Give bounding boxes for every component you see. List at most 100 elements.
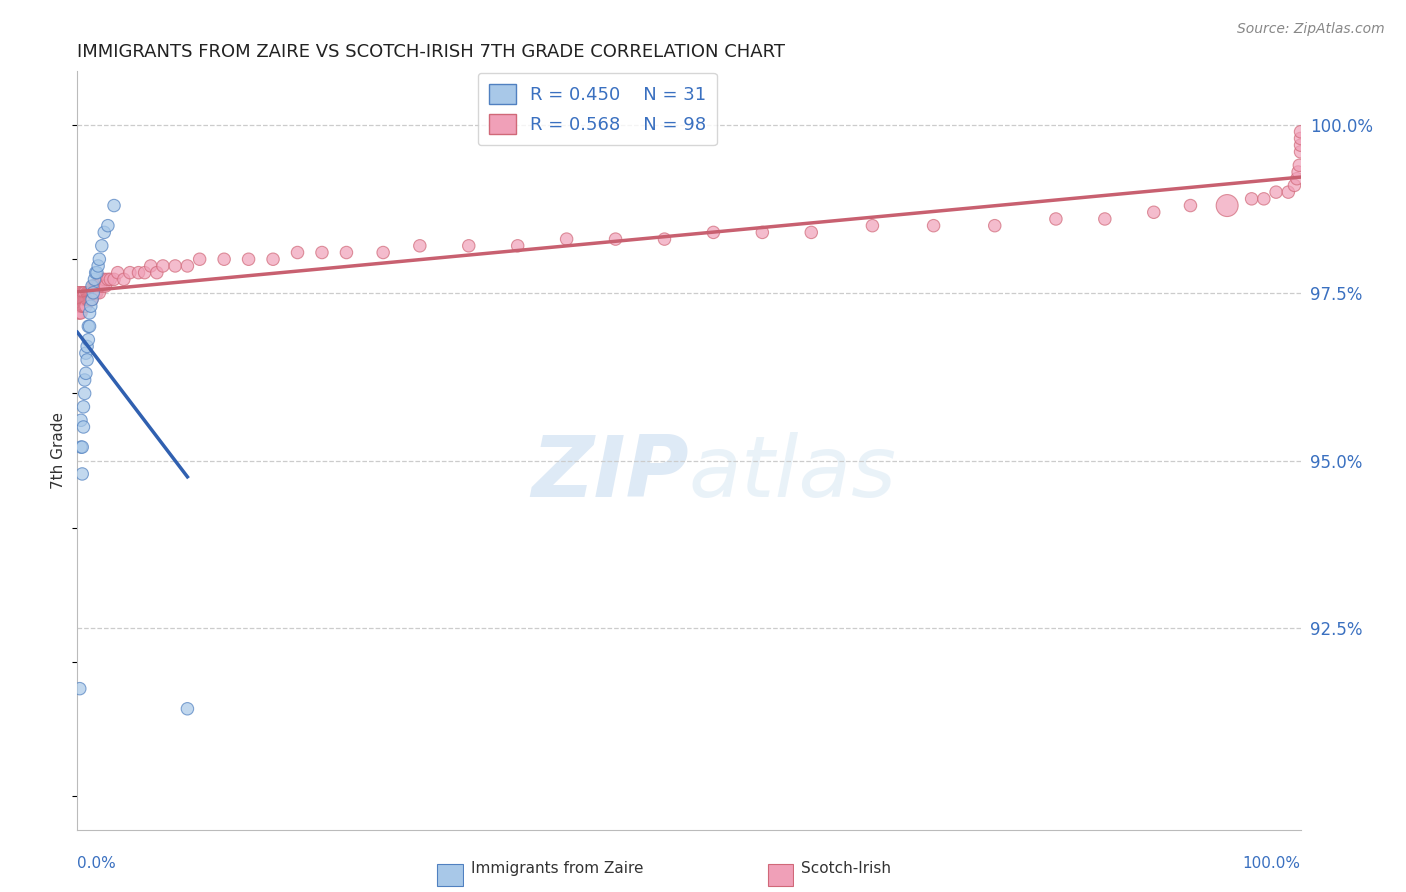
Point <box>84 285 107 300</box>
Point <box>146 266 169 280</box>
Point <box>79 319 101 334</box>
Point <box>80 299 103 313</box>
Point <box>311 245 333 260</box>
Point <box>69 293 91 307</box>
Point <box>94 279 117 293</box>
Point <box>72 420 94 434</box>
Point <box>112 272 135 286</box>
Point <box>1288 158 1310 172</box>
Point <box>1216 198 1239 212</box>
Point <box>654 232 676 246</box>
Point <box>72 293 94 307</box>
Point <box>73 299 96 313</box>
Point <box>93 272 115 286</box>
Point <box>1285 171 1308 186</box>
Point <box>70 306 93 320</box>
Point <box>77 293 100 307</box>
Text: Scotch-Irish: Scotch-Irish <box>801 861 891 876</box>
Point <box>75 299 97 313</box>
Point <box>89 285 111 300</box>
Point <box>702 226 724 240</box>
Point <box>176 259 198 273</box>
Text: Immigrants from Zaire: Immigrants from Zaire <box>471 861 644 876</box>
Point <box>93 226 115 240</box>
Point <box>1045 211 1067 226</box>
FancyBboxPatch shape <box>437 863 463 887</box>
Point <box>103 198 125 212</box>
Point <box>73 373 96 387</box>
Point <box>67 293 90 307</box>
Point <box>1094 211 1116 226</box>
Point <box>67 299 90 313</box>
Point <box>72 285 94 300</box>
Point <box>176 702 198 716</box>
Point <box>69 285 91 300</box>
Point <box>800 226 823 240</box>
Point <box>72 299 94 313</box>
Point <box>212 252 235 267</box>
Point <box>67 293 90 307</box>
Point <box>1240 192 1263 206</box>
Point <box>67 285 90 300</box>
Point <box>1265 185 1288 199</box>
Point <box>70 467 93 481</box>
Point <box>1180 198 1202 212</box>
Point <box>76 339 98 353</box>
Point <box>90 239 112 253</box>
Point <box>76 293 98 307</box>
Point <box>80 285 103 300</box>
Text: IMMIGRANTS FROM ZAIRE VS SCOTCH-IRISH 7TH GRADE CORRELATION CHART: IMMIGRANTS FROM ZAIRE VS SCOTCH-IRISH 7T… <box>77 44 786 62</box>
Point <box>75 346 97 360</box>
Point <box>1289 131 1312 145</box>
Point <box>97 219 120 233</box>
FancyBboxPatch shape <box>768 863 793 887</box>
Text: Source: ZipAtlas.com: Source: ZipAtlas.com <box>1237 22 1385 37</box>
Point <box>457 239 479 253</box>
Point <box>335 245 357 260</box>
Point <box>1289 145 1312 159</box>
Point <box>86 266 108 280</box>
Point <box>409 239 432 253</box>
Point <box>70 293 93 307</box>
Point <box>751 226 773 240</box>
Point <box>83 279 105 293</box>
Point <box>1289 125 1312 139</box>
Point <box>80 293 103 307</box>
Point <box>984 219 1007 233</box>
Point <box>90 272 112 286</box>
Point <box>605 232 627 246</box>
Point <box>922 219 945 233</box>
Point <box>82 285 104 300</box>
Point <box>127 266 149 280</box>
Point <box>70 440 93 454</box>
Point <box>262 252 284 267</box>
Text: ZIP: ZIP <box>531 432 689 515</box>
Point <box>862 219 884 233</box>
Point <box>77 285 100 300</box>
Point <box>91 279 114 293</box>
Point <box>73 285 96 300</box>
Point <box>77 319 100 334</box>
Point <box>70 299 93 313</box>
Point <box>79 285 101 300</box>
Point <box>77 333 100 347</box>
Point <box>69 299 91 313</box>
Point <box>139 259 162 273</box>
Point <box>82 285 104 300</box>
Point <box>1277 185 1299 199</box>
Point <box>1286 165 1309 179</box>
Point <box>70 440 93 454</box>
Point <box>80 285 103 300</box>
Y-axis label: 7th Grade: 7th Grade <box>51 412 66 489</box>
Point <box>67 306 90 320</box>
Point <box>287 245 309 260</box>
Text: 0.0%: 0.0% <box>77 856 117 871</box>
Point <box>555 232 578 246</box>
Point <box>87 279 110 293</box>
Point <box>83 285 105 300</box>
Text: atlas: atlas <box>689 432 897 515</box>
Point <box>84 279 107 293</box>
Point <box>75 366 97 380</box>
Point <box>87 259 110 273</box>
Point <box>84 266 107 280</box>
